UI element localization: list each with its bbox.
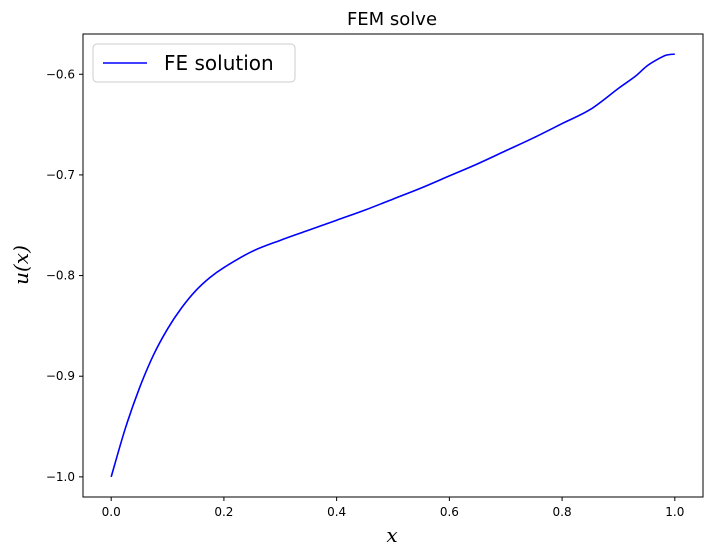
y-tick-label: −0.6	[46, 67, 75, 81]
y-tick-label: −0.8	[46, 269, 75, 283]
chart-title: FEM solve	[347, 9, 437, 30]
x-tick-label: 0.6	[440, 505, 459, 519]
x-tick-label: 0.8	[553, 505, 572, 519]
x-axis-label: x	[386, 523, 397, 547]
y-tick-label: −1.0	[46, 470, 75, 484]
x-tick-label: 0.4	[327, 505, 346, 519]
legend: FE solution	[92, 43, 296, 83]
series-line-fe-solution	[110, 53, 675, 478]
y-axis-label: u(x)	[9, 245, 33, 285]
y-tick-label: −0.9	[46, 369, 75, 383]
x-axis: 0.0 0.2 0.4 0.6 0.8 1.0	[102, 497, 684, 519]
x-tick-label: 0.2	[214, 505, 233, 519]
legend-label: FE solution	[164, 51, 274, 75]
y-tick-label: −0.7	[46, 168, 75, 182]
y-axis: −1.0 −0.9 −0.8 −0.7 −0.6	[46, 67, 83, 484]
x-tick-label: 1.0	[665, 505, 684, 519]
legend-box	[92, 43, 296, 83]
plot-area-frame	[82, 33, 704, 498]
x-tick-label: 0.0	[102, 505, 121, 519]
